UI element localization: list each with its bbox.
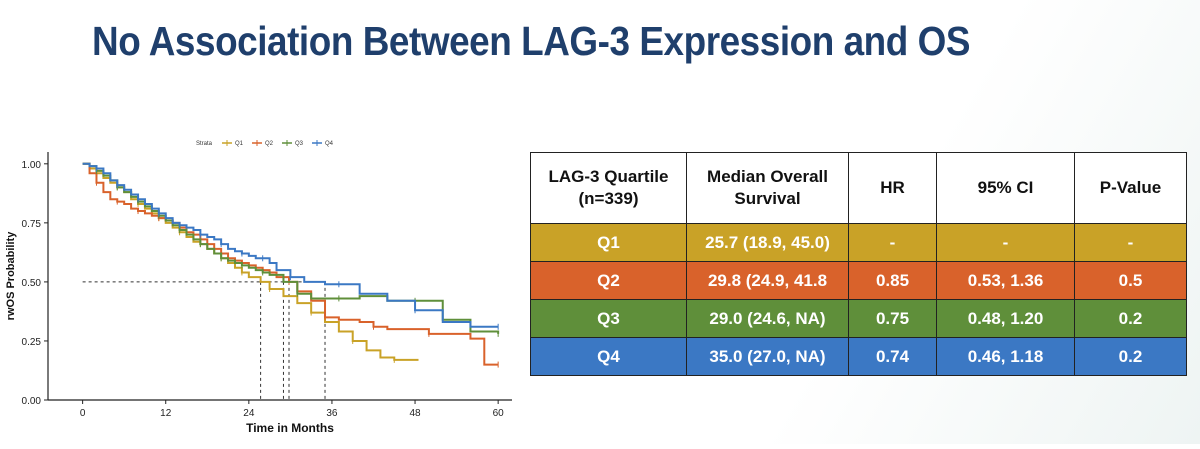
legend-entry: Q1: [235, 141, 244, 147]
y-tick-label: 0.00: [22, 396, 42, 407]
cell-quartile: Q1: [530, 223, 687, 262]
cell-quartile: Q4: [530, 337, 687, 376]
x-tick-label: 60: [493, 408, 505, 419]
y-tick-label: 1.00: [22, 160, 42, 171]
x-tick-label: 12: [160, 408, 172, 419]
cell-quartile: Q2: [530, 261, 687, 300]
header-pvalue: P-Value: [1074, 152, 1187, 224]
cell-ci: 0.53, 1.36: [936, 261, 1075, 300]
cell-pvalue: 0.2: [1074, 299, 1187, 338]
legend-entry: Q3: [295, 141, 304, 147]
legend-entry: Q2: [265, 141, 274, 147]
cell-pvalue: 0.5: [1074, 261, 1187, 300]
legend-title: Strata: [196, 141, 213, 147]
slide-title: No Association Between LAG-3 Expression …: [92, 18, 971, 64]
cell-ci: 0.48, 1.20: [936, 299, 1075, 338]
table-row: Q1 25.7 (18.9, 45.0) - - -: [530, 223, 1187, 262]
km-curve-q4: [82, 162, 499, 328]
cell-hr: -: [848, 223, 937, 262]
legend-entry: Q4: [325, 141, 334, 147]
y-tick-label: 0.75: [22, 219, 42, 230]
cell-hr: 0.85: [848, 261, 937, 300]
cell-median-os: 29.8 (24.9, 41.8: [686, 261, 849, 300]
cell-quartile: Q3: [530, 299, 687, 338]
survival-table-wrap: LAG-3 Quartile (n=339) Median Overall Su…: [530, 152, 1187, 376]
km-chart-svg: 0.00 0.25 0.50 0.75 1.00 0 12 24 36 48 60 Time in M…: [5, 140, 512, 435]
survival-table: LAG-3 Quartile (n=339) Median Overall Su…: [530, 152, 1187, 376]
header-hr: HR: [848, 152, 937, 224]
header-ci: 95% CI: [936, 152, 1075, 224]
cell-hr: 0.75: [848, 299, 937, 338]
table-row: Q2 29.8 (24.9, 41.8 0.85 0.53, 1.36 0.5: [530, 261, 1187, 300]
cell-median-os: 25.7 (18.9, 45.0): [686, 223, 849, 262]
cell-pvalue: 0.2: [1074, 337, 1187, 376]
y-axis-label: rwOS Probability: [5, 231, 17, 321]
x-tick-label: 36: [326, 408, 338, 419]
cell-ci: 0.46, 1.18: [936, 337, 1075, 376]
km-curve-q3: [82, 162, 500, 334]
cell-pvalue: -: [1074, 223, 1187, 262]
table-header-row: LAG-3 Quartile (n=339) Median Overall Su…: [530, 152, 1187, 224]
header-median-os: Median Overall Survival: [686, 152, 849, 224]
km-curve-q2: [82, 162, 499, 366]
table-row: Q3 29.0 (24.6, NA) 0.75 0.48, 1.20 0.2: [530, 299, 1187, 338]
header-quartile: LAG-3 Quartile (n=339): [530, 152, 687, 224]
cell-median-os: 35.0 (27.0, NA): [686, 337, 849, 376]
cell-median-os: 29.0 (24.6, NA): [686, 299, 849, 338]
y-tick-label: 0.50: [22, 278, 42, 289]
y-tick-label: 0.25: [22, 337, 42, 348]
cell-ci: -: [936, 223, 1075, 262]
x-axis-label: Time in Months: [246, 421, 334, 435]
cell-hr: 0.74: [848, 337, 937, 376]
km-chart: 0.00 0.25 0.50 0.75 1.00 0 12 24 36 48 60 Time in M…: [0, 130, 520, 444]
x-tick-label: 24: [243, 408, 255, 419]
km-curve-q1: [82, 162, 419, 361]
table-row: Q4 35.0 (27.0, NA) 0.74 0.46, 1.18 0.2: [530, 337, 1187, 376]
x-tick-label: 0: [80, 408, 86, 419]
x-tick-label: 48: [409, 408, 421, 419]
